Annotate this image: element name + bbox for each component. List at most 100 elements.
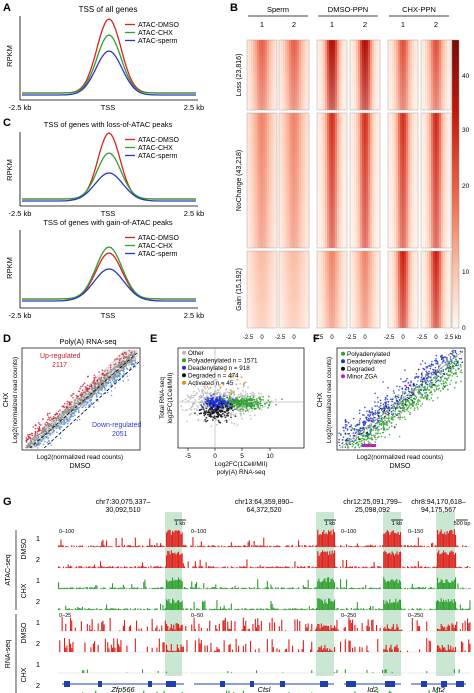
panel-letter-f: F — [313, 333, 320, 345]
scatter-point — [118, 355, 121, 357]
track-signal-bar — [206, 628, 208, 631]
track-signal-bar — [316, 608, 318, 610]
scatter-point — [379, 404, 382, 407]
track-signal-bar — [66, 587, 68, 589]
track-signal-bar — [184, 587, 186, 589]
track-signal-bar — [134, 638, 136, 652]
track-signal-bar — [86, 669, 88, 673]
scatter-point — [27, 434, 29, 436]
track-signal-bar — [198, 566, 200, 568]
scatter-point — [261, 404, 264, 407]
scatter-point — [126, 367, 128, 370]
track-signal-bar — [330, 554, 332, 568]
scatter-point — [42, 433, 45, 436]
track-signal-bar — [199, 545, 201, 547]
track-signal-bar — [278, 609, 280, 610]
track-signal-bar — [263, 566, 265, 568]
track-signal-bar — [314, 545, 316, 547]
scatter-point — [126, 375, 129, 378]
scatter-point — [56, 412, 59, 415]
scatter-point — [207, 398, 209, 401]
scatter-point — [219, 400, 222, 403]
track-signal-bar — [390, 579, 392, 589]
scatter-point — [459, 350, 462, 353]
scatter-point — [104, 389, 106, 391]
scatter-point — [125, 352, 127, 354]
scatter-point — [421, 395, 423, 398]
track-signal-bar — [254, 649, 256, 652]
track-signal-bar — [312, 566, 314, 568]
track-signal-bar — [196, 608, 198, 610]
scatter-point — [348, 437, 351, 440]
track-signal-bar — [276, 648, 278, 652]
scatter-point — [61, 421, 64, 423]
scatter-point — [362, 426, 365, 429]
scatter-point — [435, 362, 437, 365]
scatter-point — [252, 394, 255, 396]
scatter-point — [104, 370, 106, 372]
scatter-point — [424, 381, 427, 383]
scatter-point — [116, 374, 118, 376]
scatter-point — [248, 408, 251, 410]
scatter-point — [37, 443, 40, 445]
track-signal-bar — [218, 623, 220, 631]
scatter-point — [192, 402, 194, 405]
track-signal-bar — [197, 588, 199, 589]
scatter-point — [259, 398, 261, 400]
track-signal-bar — [354, 588, 356, 589]
scatter-point — [91, 396, 93, 398]
scatter-point — [68, 408, 70, 411]
scatter-point — [200, 404, 203, 406]
track-signal-bar — [127, 609, 129, 610]
scatter-point — [30, 439, 32, 442]
scatter-point — [433, 384, 435, 386]
scatter-point — [88, 403, 90, 406]
scatter-point — [40, 440, 43, 443]
scatter-point — [376, 412, 378, 415]
scatter-point — [114, 368, 116, 371]
scatter-point — [45, 421, 47, 424]
scatter-point — [421, 386, 423, 388]
track-signal-bar — [308, 545, 310, 547]
scatter-point — [206, 419, 209, 422]
scatter-point — [378, 423, 381, 426]
track-signal-bar — [383, 533, 385, 547]
track-signal-bar — [395, 553, 397, 568]
scatter-point — [446, 373, 448, 376]
scatter-point — [253, 395, 256, 398]
track-signal-bar — [250, 588, 252, 589]
scatter-point — [250, 418, 252, 420]
legend-swatch — [341, 366, 345, 371]
scatter-point — [450, 379, 453, 382]
scatter-point — [208, 392, 211, 395]
track-signal-bar — [247, 629, 249, 631]
scatter-point — [384, 398, 387, 401]
track-signal-bar — [282, 566, 284, 568]
track-signal-bar — [137, 608, 139, 610]
track-signal-bar — [181, 553, 183, 568]
scatter-point — [34, 427, 37, 430]
scatter-point — [451, 367, 453, 370]
track-signal-bar — [104, 638, 106, 652]
scatter-point — [186, 394, 189, 397]
scatter-point — [427, 380, 430, 383]
scatter-point — [385, 421, 388, 424]
scatter-point — [274, 398, 277, 401]
scatter-point — [449, 383, 451, 386]
scatter-point — [66, 400, 69, 403]
scatter-point — [363, 442, 366, 445]
scatter-point — [345, 425, 347, 428]
track-signal-bar — [228, 608, 230, 610]
scatter-point — [70, 415, 72, 418]
scatter-point — [415, 383, 418, 386]
track-signal-bar — [101, 541, 103, 547]
scatter-point — [355, 439, 357, 441]
scatter-point — [382, 403, 385, 406]
track-signal-bar — [216, 600, 218, 610]
track-signal-bar — [227, 671, 229, 673]
track-signal-bar — [138, 545, 140, 547]
track-signal-bar — [226, 608, 228, 610]
track-signal-bar — [294, 561, 296, 568]
scatter-point — [203, 385, 206, 388]
panel-a-sperm-line — [22, 50, 196, 96]
